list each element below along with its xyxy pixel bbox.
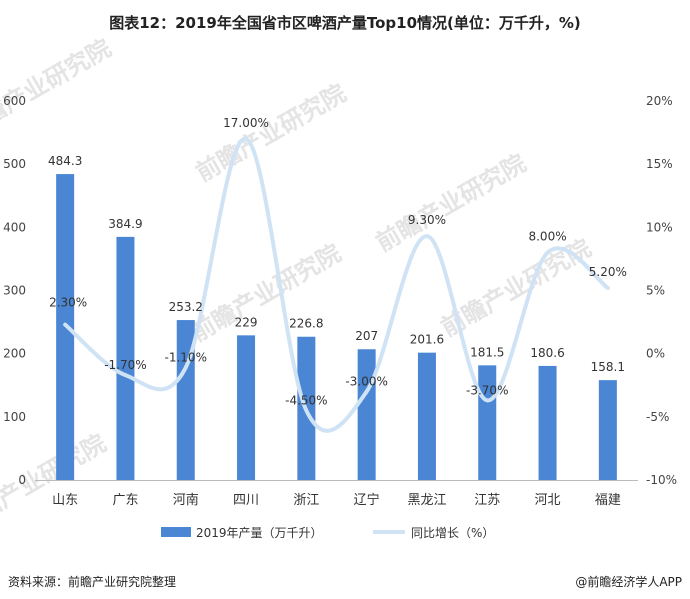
bar	[478, 365, 497, 480]
watermark-text: 前瞻产业研究院	[371, 149, 530, 257]
growth-line	[63, 136, 610, 433]
growth-line-series	[63, 136, 610, 433]
bar	[357, 349, 376, 480]
legend-label-line: 同比增长（%）	[411, 526, 494, 540]
bar	[116, 236, 135, 480]
x-axis-tick-label: 辽宁	[354, 492, 380, 508]
x-axis-tick-label: 黑龙江	[407, 493, 446, 508]
bar-value-label: 158.1	[591, 360, 625, 374]
right-axis-tick-label: -5%	[646, 410, 669, 424]
x-axis-tick-label: 江苏	[474, 492, 500, 508]
x-axis-tick-label: 福建	[595, 493, 621, 508]
left-axis-tick-label: 400	[3, 220, 26, 234]
right-axis-tick-label: 0%	[646, 347, 665, 361]
bar-value-label: 484.3	[48, 154, 82, 168]
bar-value-label: 207	[355, 329, 378, 343]
bar-value-label: 201.6	[410, 333, 444, 347]
bar	[598, 380, 617, 480]
bar-series	[56, 174, 617, 480]
bar	[237, 335, 256, 480]
growth-value-label: -4.50%	[285, 394, 327, 408]
growth-value-label: -1.70%	[104, 358, 146, 372]
bar-value-label: 253.2	[169, 300, 203, 314]
legend: 2019年产量（万千升） 同比增长（%）	[161, 526, 494, 540]
growth-value-label: -3.00%	[345, 375, 387, 389]
legend-label-bar: 2019年产量（万千升）	[196, 526, 323, 540]
growth-value-label: 8.00%	[528, 230, 566, 244]
watermark-text: 前瞻产业研究院	[191, 79, 350, 187]
bar-value-label: 384.9	[108, 217, 142, 231]
legend-swatch-bar	[161, 527, 191, 537]
data-labels: 484.3 384.9 253.2 229 226.8 207 201.6 181.5 180.…	[48, 116, 627, 408]
left-axis: 0 100 200 300 400 500 600	[3, 94, 26, 487]
x-axis-tick-label: 河北	[535, 493, 561, 508]
bar	[417, 352, 436, 480]
watermark-text: 前瞻产业研究院	[186, 239, 345, 347]
watermark-text: 前瞻产业研究院	[0, 34, 116, 142]
x-axis-tick-label: 四川	[233, 493, 259, 508]
x-axis-tick-label: 浙江	[293, 493, 319, 508]
left-axis-tick-label: 200	[3, 347, 26, 361]
growth-value-label: -3.70%	[466, 383, 508, 397]
bar-value-label: 180.6	[530, 346, 564, 360]
left-axis-tick-label: 300	[3, 284, 26, 298]
left-axis-tick-label: 100	[3, 410, 26, 424]
bar-value-label: 226.8	[289, 317, 323, 331]
brand-credit: @前瞻经济学人APP	[575, 575, 682, 589]
right-axis-tick-label: 10%	[646, 220, 673, 234]
x-axis-tick-label: 山东	[52, 493, 78, 508]
bar-value-label: 229	[235, 315, 258, 329]
left-axis-tick-label: 0	[18, 473, 26, 487]
growth-value-label: 5.20%	[589, 265, 627, 279]
right-axis-tick-label: -10%	[646, 473, 677, 487]
watermark-text: 前瞻产业研究院	[0, 429, 111, 537]
right-axis: -10% -5% 0% 5% 10% 15% 20%	[646, 94, 677, 487]
x-axis-tick-label: 广东	[112, 493, 138, 508]
right-axis-tick-label: 15%	[646, 157, 673, 171]
source-note: 资料来源：前瞻产业研究院整理	[8, 575, 177, 589]
x-axis: 山东 广东 河南 四川 浙江 辽宁 黑龙江 江苏 河北 福建	[35, 480, 638, 508]
bar	[538, 365, 557, 480]
x-axis-tick-label: 河南	[173, 492, 199, 508]
growth-value-label: 9.30%	[408, 213, 446, 227]
bar-value-label: 181.5	[470, 345, 504, 359]
chart-title: 图表12：2019年全国省市区啤酒产量Top10情况(单位：万千升，%)	[109, 14, 581, 32]
right-axis-tick-label: 5%	[646, 284, 665, 298]
growth-value-label: -1.10%	[165, 351, 207, 365]
left-axis-tick-label: 500	[3, 157, 26, 171]
growth-value-label: 17.00%	[223, 116, 269, 130]
growth-value-label: 2.30%	[49, 296, 87, 310]
right-axis-tick-label: 20%	[646, 94, 673, 108]
left-axis-tick-label: 600	[3, 94, 26, 108]
